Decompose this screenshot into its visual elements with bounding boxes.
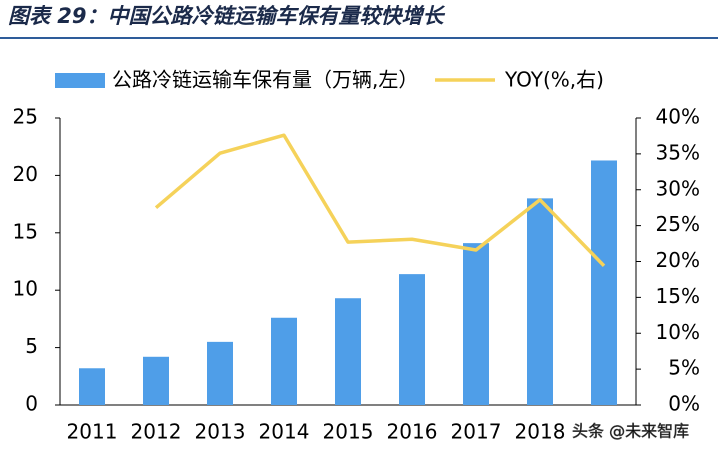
x-tick-label: 2018 [515, 420, 566, 444]
bar [591, 160, 617, 405]
y-tick-label: 5 [25, 334, 38, 358]
y-tick-label: 15 [13, 219, 38, 243]
bar [143, 356, 169, 405]
line [154, 133, 606, 268]
x-tick-label: 2013 [195, 420, 246, 444]
bar [271, 317, 297, 405]
bar [463, 243, 489, 405]
bar [79, 368, 105, 405]
bar [207, 341, 233, 405]
y-tick-label: 25 [13, 105, 38, 129]
bar [527, 198, 553, 405]
y2-tick-label: 15% [656, 284, 700, 308]
y2-tick-label: 25% [656, 212, 700, 236]
y2-tick-label: 10% [656, 320, 700, 344]
x-tick-label: 2015 [323, 420, 374, 444]
x-tick-label: 2011 [67, 420, 118, 444]
chart-title: 图表 29：中国公路冷链运输车保有量较快增长 [8, 4, 446, 28]
y-tick-label: 0 [25, 392, 38, 416]
x-tick-label: 2014 [259, 420, 310, 444]
watermark: 头条 @未来智库 [572, 422, 689, 441]
y2-tick-label: 35% [656, 140, 700, 164]
x-tick-label: 2016 [387, 420, 438, 444]
bar [399, 274, 425, 405]
y2-tick-label: 40% [656, 105, 700, 129]
x-tick-label: 2012 [131, 420, 182, 444]
legend-swatch [55, 73, 105, 88]
legend-label: 公路冷链运输车保有量（万辆,左） [112, 68, 418, 92]
y2-tick-label: 5% [668, 356, 700, 380]
y2-tick-label: 20% [656, 248, 700, 272]
x-tick-label: 2017 [451, 420, 502, 444]
bar [335, 298, 361, 405]
y-tick-label: 20 [13, 162, 38, 186]
y-tick-label: 10 [13, 277, 38, 301]
legend-label: YOY(%,右) [504, 68, 604, 92]
y2-tick-label: 30% [656, 176, 700, 200]
y2-tick-label: 0% [668, 392, 700, 416]
